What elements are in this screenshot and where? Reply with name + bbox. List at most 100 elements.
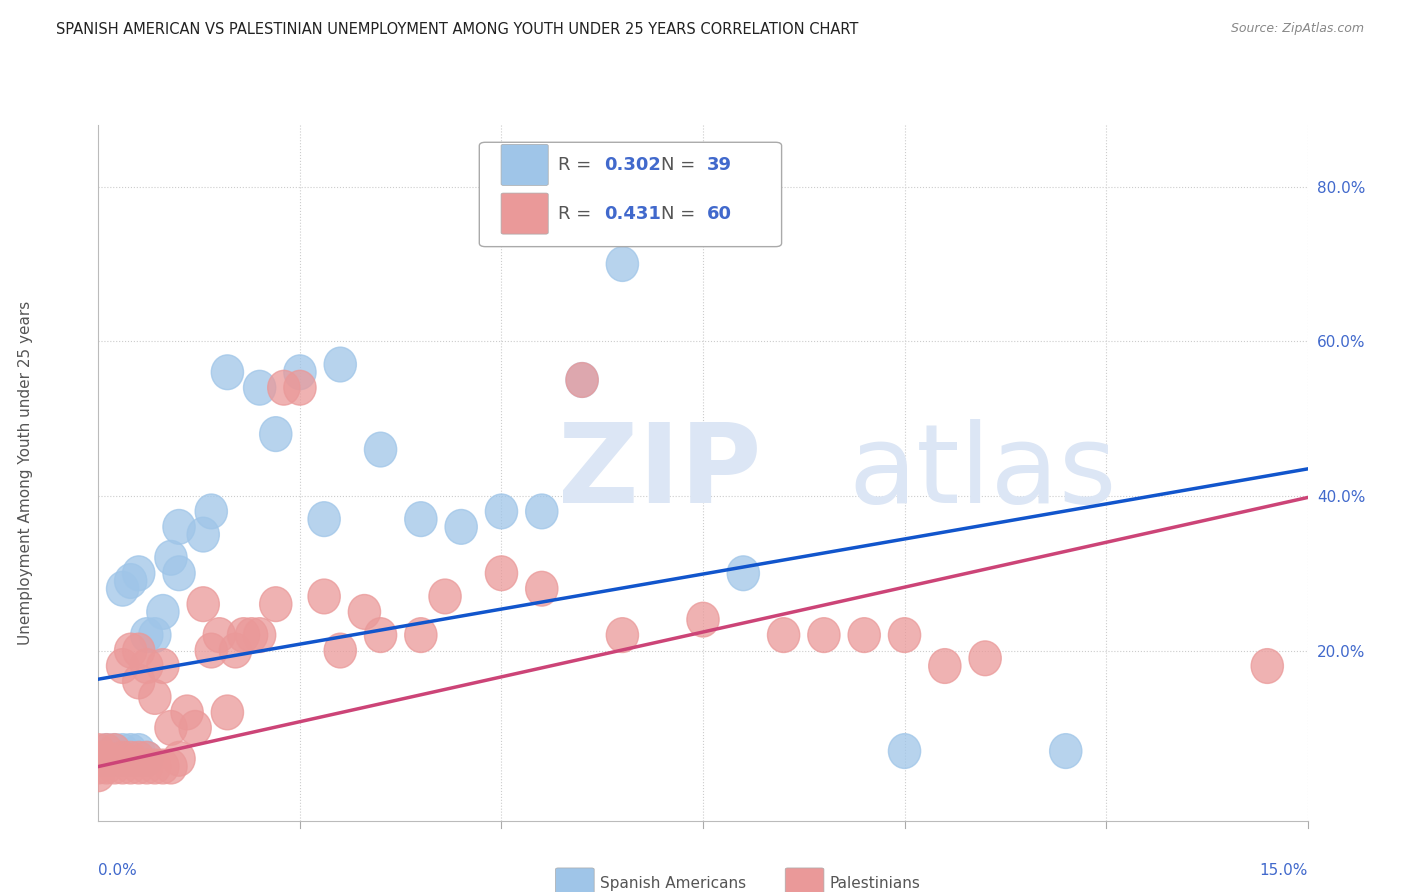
Text: N =: N = [661,205,700,223]
Ellipse shape [889,733,921,768]
Text: ZIP: ZIP [558,419,761,526]
Ellipse shape [114,749,146,784]
FancyBboxPatch shape [501,145,548,186]
Ellipse shape [187,517,219,552]
Ellipse shape [364,432,396,467]
Text: Source: ZipAtlas.com: Source: ZipAtlas.com [1230,22,1364,36]
Text: Unemployment Among Youth under 25 years: Unemployment Among Youth under 25 years [18,301,32,645]
Ellipse shape [146,594,179,630]
Ellipse shape [163,556,195,591]
Ellipse shape [90,733,122,768]
Ellipse shape [107,741,139,776]
Ellipse shape [889,617,921,653]
Ellipse shape [114,733,146,768]
Ellipse shape [107,749,139,784]
Ellipse shape [243,617,276,653]
Ellipse shape [808,617,839,653]
Ellipse shape [325,347,356,382]
Ellipse shape [114,741,146,776]
Ellipse shape [122,749,155,784]
Ellipse shape [122,733,155,768]
Ellipse shape [83,756,114,792]
Ellipse shape [446,509,477,544]
Text: 0.431: 0.431 [603,205,661,223]
Ellipse shape [567,362,598,398]
Text: R =: R = [558,156,598,174]
Ellipse shape [131,749,163,784]
Text: Palestinians: Palestinians [830,876,921,891]
Ellipse shape [98,741,131,776]
Ellipse shape [606,617,638,653]
Ellipse shape [83,749,114,784]
Text: R =: R = [558,205,598,223]
Ellipse shape [139,617,172,653]
Ellipse shape [405,501,437,537]
Ellipse shape [131,741,163,776]
Ellipse shape [349,594,381,630]
Text: 15.0%: 15.0% [1260,863,1308,878]
Ellipse shape [727,556,759,591]
Ellipse shape [131,648,163,683]
Ellipse shape [195,633,228,668]
Ellipse shape [155,710,187,746]
Ellipse shape [107,648,139,683]
Ellipse shape [325,633,356,668]
Ellipse shape [429,579,461,614]
Ellipse shape [107,733,139,768]
Ellipse shape [195,494,228,529]
Ellipse shape [131,741,163,776]
Ellipse shape [284,370,316,405]
Ellipse shape [405,617,437,653]
Ellipse shape [179,710,211,746]
Ellipse shape [211,695,243,730]
Ellipse shape [107,571,139,607]
Ellipse shape [122,556,155,591]
FancyBboxPatch shape [479,142,782,247]
Text: Spanish Americans: Spanish Americans [600,876,747,891]
FancyBboxPatch shape [785,868,824,892]
FancyBboxPatch shape [501,193,548,234]
Text: 0.302: 0.302 [603,156,661,174]
Ellipse shape [219,633,252,668]
Ellipse shape [90,733,122,768]
Ellipse shape [260,417,292,451]
Ellipse shape [155,541,187,575]
Ellipse shape [204,617,235,653]
Ellipse shape [567,362,598,398]
Ellipse shape [90,741,122,776]
Ellipse shape [768,617,800,653]
Ellipse shape [929,648,960,683]
Text: N =: N = [661,156,700,174]
Ellipse shape [122,741,155,776]
Ellipse shape [526,571,558,607]
Ellipse shape [107,741,139,776]
Ellipse shape [122,741,155,776]
Ellipse shape [848,617,880,653]
Ellipse shape [485,494,517,529]
Ellipse shape [139,749,172,784]
Ellipse shape [98,749,131,784]
Ellipse shape [146,749,179,784]
Ellipse shape [284,355,316,390]
Ellipse shape [90,749,122,784]
Text: SPANISH AMERICAN VS PALESTINIAN UNEMPLOYMENT AMONG YOUTH UNDER 25 YEARS CORRELAT: SPANISH AMERICAN VS PALESTINIAN UNEMPLOY… [56,22,859,37]
Ellipse shape [122,633,155,668]
Ellipse shape [235,617,267,653]
Ellipse shape [606,247,638,282]
Ellipse shape [114,741,146,776]
Ellipse shape [187,587,219,622]
Ellipse shape [114,564,146,599]
Ellipse shape [172,695,204,730]
Text: 0.0%: 0.0% [98,863,138,878]
Ellipse shape [163,741,195,776]
Ellipse shape [146,648,179,683]
Ellipse shape [131,617,163,653]
Ellipse shape [969,640,1001,676]
Ellipse shape [308,579,340,614]
Ellipse shape [526,494,558,529]
Text: atlas: atlas [848,419,1116,526]
Ellipse shape [260,587,292,622]
Text: 60: 60 [707,205,731,223]
Ellipse shape [243,370,276,405]
Ellipse shape [155,749,187,784]
